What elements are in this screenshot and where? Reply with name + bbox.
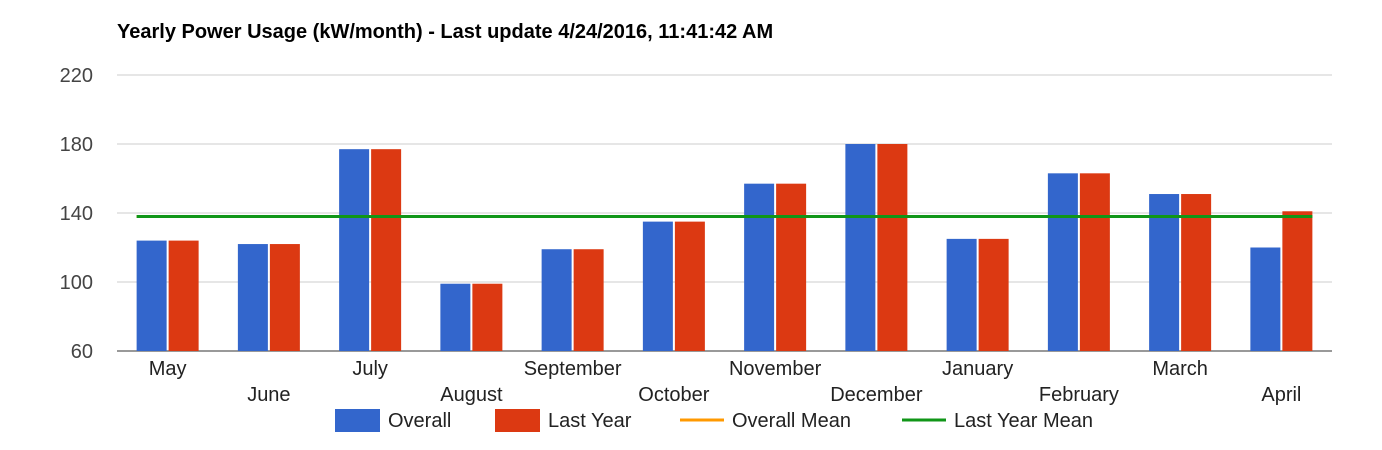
x-tick-label: November — [729, 358, 822, 380]
gridlines — [117, 74, 1332, 352]
bar-last-year-october[interactable] — [674, 221, 705, 351]
y-tick-label: 220 — [60, 65, 93, 87]
bar-overall-april[interactable] — [1250, 247, 1281, 352]
bar-overall-january[interactable] — [946, 238, 977, 351]
bar-overall-march[interactable] — [1149, 194, 1180, 351]
y-tick-label: 180 — [60, 134, 93, 156]
bar-overall-may[interactable] — [136, 240, 167, 351]
bar-last-year-june[interactable] — [269, 244, 300, 351]
y-tick-label: 60 — [71, 341, 93, 363]
x-tick-label: December — [830, 384, 923, 406]
chart-title: Yearly Power Usage (kW/month) - Last upd… — [117, 21, 773, 43]
bar-last-year-august[interactable] — [472, 283, 503, 351]
bar-overall-december[interactable] — [845, 144, 876, 351]
legend-item-overall[interactable]: Overall — [335, 409, 451, 432]
y-tick-label: 100 — [60, 272, 93, 294]
x-tick-label: January — [942, 358, 1013, 380]
legend-label: Last Year Mean — [954, 410, 1093, 432]
bar-last-year-december[interactable] — [877, 144, 908, 351]
y-tick-label: 140 — [60, 203, 93, 225]
x-tick-label: August — [440, 384, 503, 406]
bar-last-year-january[interactable] — [978, 238, 1009, 351]
legend-label: Overall Mean — [732, 410, 851, 432]
x-tick-label: September — [524, 358, 622, 380]
x-tick-label: June — [247, 384, 290, 406]
bar-last-year-july[interactable] — [371, 149, 402, 351]
legend-item-last-year[interactable]: Last Year — [495, 409, 632, 432]
bar-last-year-september[interactable] — [573, 249, 604, 351]
bar-last-year-march[interactable] — [1181, 194, 1212, 351]
bar-last-year-november[interactable] — [776, 183, 807, 351]
legend[interactable]: Overall Last Year Overall Mean Last Year Me… — [335, 409, 1093, 432]
bar-last-year-april[interactable] — [1282, 211, 1313, 351]
bar-last-year-may[interactable] — [168, 240, 199, 351]
bar-last-year-february[interactable] — [1079, 173, 1110, 351]
legend-label: Last Year — [548, 410, 632, 432]
y-axis-ticks: 60 100 140 180 220 — [60, 65, 93, 363]
bar-overall-june[interactable] — [237, 244, 268, 351]
legend-swatch — [335, 409, 380, 432]
legend-item-overall-mean[interactable]: Overall Mean — [680, 410, 851, 432]
x-axis-labels: May June July August September October Novembe… — [149, 358, 1302, 406]
legend-label: Overall — [388, 410, 451, 432]
x-tick-label: July — [352, 358, 388, 380]
bar-overall-september[interactable] — [541, 249, 572, 351]
legend-item-last-year-mean[interactable]: Last Year Mean — [902, 410, 1093, 432]
bar-overall-october[interactable] — [642, 221, 673, 351]
x-tick-label: May — [149, 358, 187, 380]
bar-overall-february[interactable] — [1047, 173, 1078, 351]
x-tick-label: February — [1039, 384, 1119, 406]
x-tick-label: April — [1261, 384, 1301, 406]
bars — [136, 144, 1313, 352]
legend-swatch — [495, 409, 540, 432]
x-tick-label: October — [638, 384, 709, 406]
bar-overall-august[interactable] — [440, 283, 471, 351]
bar-overall-november[interactable] — [744, 183, 775, 351]
bar-overall-july[interactable] — [339, 149, 370, 351]
x-tick-label: March — [1152, 358, 1208, 380]
